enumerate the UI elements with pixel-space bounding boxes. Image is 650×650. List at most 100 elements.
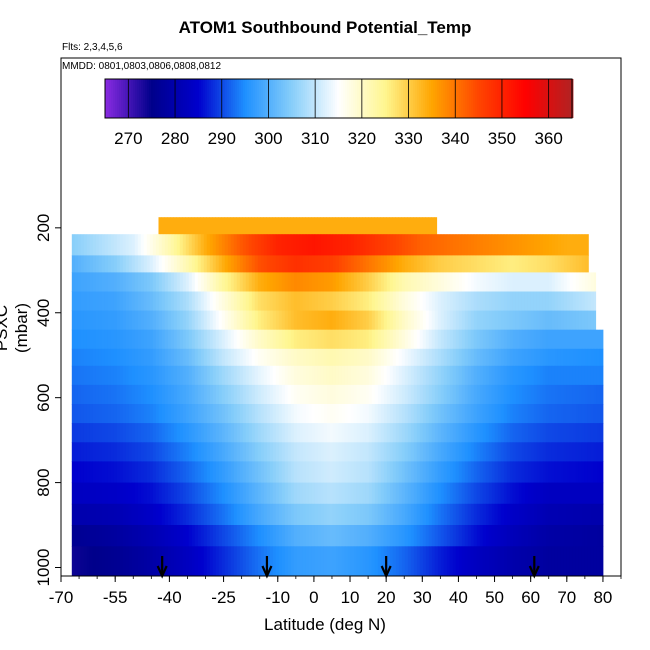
heatmap-cell — [167, 272, 172, 292]
heatmap-cell — [218, 234, 223, 256]
heatmap-cell — [245, 329, 250, 350]
heatmap-cell — [365, 442, 370, 462]
heatmap-cell — [320, 525, 325, 547]
heatmap-cell — [581, 291, 586, 312]
heatmap-cell — [476, 384, 481, 405]
heatmap-cell — [137, 272, 142, 292]
heatmap-cell — [236, 291, 241, 312]
heatmap-cell — [521, 255, 526, 273]
heatmap-cell — [530, 482, 535, 505]
heatmap-cell — [389, 423, 394, 443]
heatmap-cell — [119, 442, 124, 462]
heatmap-cell — [92, 272, 97, 292]
heatmap-cell — [509, 234, 514, 256]
heatmap-cell — [152, 482, 157, 505]
heatmap-cell — [314, 348, 319, 367]
heatmap-cell — [485, 482, 490, 505]
heatmap-cell — [314, 503, 319, 526]
heatmap-cell — [236, 217, 240, 235]
heatmap-cell — [545, 329, 550, 350]
heatmap-cell — [326, 423, 331, 443]
heatmap-cell — [173, 255, 178, 273]
heatmap-cell — [107, 310, 112, 331]
heatmap-cell — [587, 546, 592, 576]
heatmap-cell — [293, 404, 298, 424]
heatmap-cell — [560, 255, 565, 273]
heatmap-cell — [194, 365, 199, 386]
heatmap-cell — [362, 234, 367, 256]
heatmap-cell — [362, 255, 367, 273]
colorbar-swatch — [383, 79, 386, 118]
heatmap-cell — [260, 525, 265, 547]
heatmap-cell — [110, 384, 115, 405]
heatmap-cell — [173, 442, 178, 462]
heatmap-cell — [368, 234, 373, 256]
heatmap-cell — [413, 255, 418, 273]
heatmap-cell — [224, 217, 228, 235]
heatmap-cell — [434, 348, 439, 367]
heatmap-cell — [293, 461, 298, 484]
heatmap-cell — [392, 272, 397, 292]
heatmap-cell — [239, 365, 244, 386]
colorbar-swatch — [421, 79, 424, 118]
colorbar-swatch — [287, 79, 290, 118]
colorbar-swatch — [463, 79, 466, 118]
heatmap-cell — [353, 310, 358, 331]
heatmap-cell — [398, 217, 402, 235]
heatmap-cell — [113, 442, 118, 462]
heatmap-cell — [326, 442, 331, 462]
heatmap-cell — [572, 272, 577, 292]
heatmap-cell — [314, 234, 319, 256]
heatmap-cell — [581, 461, 586, 484]
heatmap-cell — [551, 255, 556, 273]
heatmap-cell — [425, 255, 430, 273]
heatmap-cell — [209, 365, 214, 386]
heatmap-cell — [464, 503, 469, 526]
heatmap-cell — [275, 461, 280, 484]
heatmap-cell — [425, 482, 430, 505]
heatmap-cell — [143, 291, 148, 312]
heatmap-cell — [308, 272, 313, 292]
heatmap-cell — [524, 546, 529, 576]
heatmap-cell — [482, 291, 487, 312]
heatmap-cell — [200, 525, 205, 547]
colorbar-swatch — [355, 79, 358, 118]
heatmap-cell — [311, 423, 316, 443]
heatmap-cell — [485, 461, 490, 484]
colorbar-swatch — [129, 79, 132, 118]
heatmap-cell — [473, 348, 478, 367]
heatmap-cell — [98, 291, 103, 312]
heatmap-cell — [191, 525, 196, 547]
heatmap-cell — [545, 546, 550, 576]
heatmap-cell — [584, 404, 589, 424]
heatmap-cell — [380, 423, 385, 443]
heatmap-cell — [116, 234, 121, 256]
heatmap-cell — [284, 482, 289, 505]
heatmap-cell — [476, 525, 481, 547]
heatmap-cell — [335, 546, 340, 576]
heatmap-cell — [296, 234, 301, 256]
heatmap-cell — [569, 461, 574, 484]
heatmap-cell — [362, 525, 367, 547]
heatmap-cell — [134, 404, 139, 424]
heatmap-cell — [320, 442, 325, 462]
heatmap-cell — [419, 423, 424, 443]
heatmap-cell — [413, 291, 418, 312]
heatmap-cell — [263, 546, 268, 576]
heatmap-cell — [470, 365, 475, 386]
heatmap-cell — [164, 384, 169, 405]
heatmap-cell — [377, 272, 382, 292]
heatmap-cell — [545, 291, 550, 312]
heatmap-cell — [260, 404, 265, 424]
heatmap-cell — [485, 503, 490, 526]
heatmap-cell — [383, 482, 388, 505]
heatmap-cell — [95, 255, 100, 273]
heatmap-cell — [212, 255, 217, 273]
heatmap-cell — [257, 482, 262, 505]
heatmap-cell — [500, 310, 505, 331]
heatmap-cell — [269, 546, 274, 576]
heatmap-cell — [113, 348, 118, 367]
heatmap-cell — [287, 404, 292, 424]
heatmap-cell — [245, 482, 250, 505]
heatmap-cell — [122, 272, 127, 292]
